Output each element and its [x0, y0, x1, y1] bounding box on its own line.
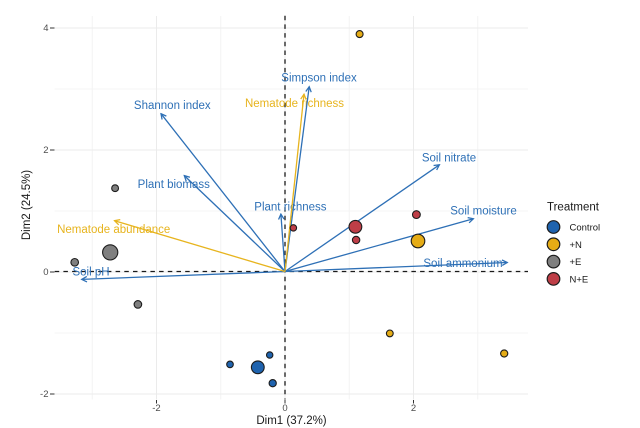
- svg-text:Nematode richness: Nematode richness: [245, 98, 344, 110]
- svg-text:Shannon index: Shannon index: [134, 100, 211, 112]
- svg-text:+E: +E: [570, 257, 582, 268]
- svg-text:Soil pH: Soil pH: [72, 267, 109, 279]
- svg-text:+N: +N: [570, 240, 583, 251]
- svg-text:Dim1 (37.2%): Dim1 (37.2%): [256, 415, 326, 427]
- svg-text:-2: -2: [152, 403, 160, 414]
- svg-text:4: 4: [43, 23, 48, 34]
- svg-text:N+E: N+E: [570, 274, 589, 285]
- svg-text:Plant richness: Plant richness: [254, 202, 326, 214]
- svg-text:Simpson index: Simpson index: [281, 72, 357, 84]
- svg-text:0: 0: [282, 403, 287, 414]
- svg-text:Treatment: Treatment: [547, 202, 600, 214]
- svg-text:-2: -2: [40, 389, 48, 400]
- svg-text:Nematode abundance: Nematode abundance: [57, 224, 170, 236]
- svg-text:2: 2: [43, 145, 48, 156]
- svg-text:Soil moisture: Soil moisture: [450, 206, 516, 218]
- svg-text:Control: Control: [570, 223, 601, 234]
- svg-text:0: 0: [43, 267, 48, 278]
- svg-text:2: 2: [411, 403, 416, 414]
- svg-text:Dim2 (24.5%): Dim2 (24.5%): [21, 170, 33, 240]
- svg-text:Soil nitrate: Soil nitrate: [422, 152, 476, 164]
